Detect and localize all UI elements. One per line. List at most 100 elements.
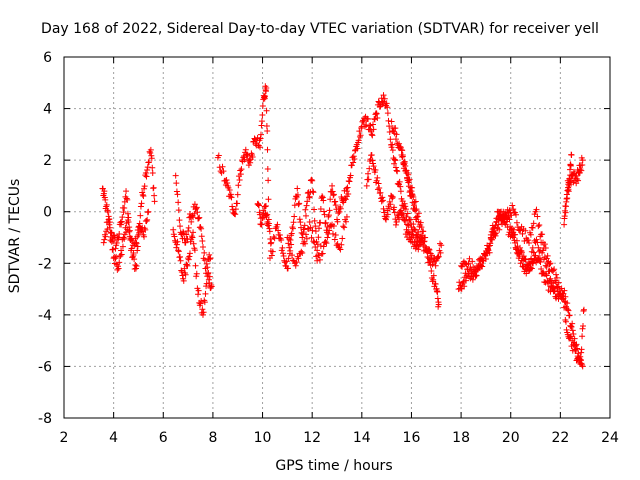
data-point <box>286 235 293 242</box>
data-point <box>392 125 399 132</box>
data-point <box>428 268 435 275</box>
data-point <box>231 210 238 217</box>
data-point <box>543 272 550 279</box>
data-point <box>403 167 410 174</box>
data-point <box>401 216 408 223</box>
data-point <box>337 246 344 253</box>
data-point <box>513 219 520 226</box>
data-point <box>144 209 151 216</box>
data-point <box>339 235 346 242</box>
data-point <box>262 93 269 100</box>
data-point <box>133 240 140 247</box>
data-point <box>358 125 365 132</box>
data-point <box>215 152 222 159</box>
data-point <box>199 311 206 318</box>
data-point <box>373 110 380 117</box>
data-point <box>384 110 391 117</box>
data-point <box>191 247 198 254</box>
data-point <box>417 237 424 244</box>
data-point <box>259 111 266 118</box>
data-point <box>132 239 139 246</box>
data-point <box>306 194 313 201</box>
data-point <box>304 225 311 232</box>
data-point <box>516 227 523 234</box>
data-point <box>518 247 525 254</box>
data-point <box>280 250 287 257</box>
data-point <box>199 238 206 245</box>
data-point <box>182 239 189 246</box>
data-point <box>102 233 109 240</box>
data-point <box>412 206 419 213</box>
data-point <box>561 287 568 294</box>
data-point <box>432 280 439 287</box>
data-point <box>316 252 323 259</box>
data-point <box>332 202 339 209</box>
data-point <box>412 198 419 205</box>
data-point <box>298 229 305 236</box>
data-point <box>116 231 123 238</box>
data-point <box>308 176 315 183</box>
data-point <box>407 216 414 223</box>
data-point <box>185 228 192 235</box>
data-point <box>537 258 544 265</box>
data-point <box>420 228 427 235</box>
data-point <box>396 178 403 185</box>
data-point <box>325 212 332 219</box>
data-point <box>579 333 586 340</box>
data-point <box>413 216 420 223</box>
data-point <box>137 203 144 210</box>
data-point <box>496 226 503 233</box>
data-point <box>375 180 382 187</box>
data-point <box>346 178 353 185</box>
data-point <box>567 162 574 169</box>
data-point <box>105 209 112 216</box>
data-point <box>203 283 210 290</box>
data-point <box>188 233 195 240</box>
data-point <box>369 121 376 128</box>
data-point <box>379 194 386 201</box>
data-point <box>237 167 244 174</box>
x-tick-label: 10 <box>254 430 272 446</box>
data-point <box>294 185 301 192</box>
data-point <box>568 151 575 158</box>
data-point <box>386 128 393 135</box>
data-point <box>510 206 517 213</box>
data-point <box>139 191 146 198</box>
data-point <box>385 117 392 124</box>
data-point <box>571 342 578 349</box>
data-point <box>565 188 572 195</box>
data-point <box>287 237 294 244</box>
x-tick-label: 14 <box>353 430 371 446</box>
data-point <box>198 298 205 305</box>
data-point <box>276 232 283 239</box>
data-point <box>384 104 391 111</box>
data-point <box>264 128 271 135</box>
data-point <box>553 283 560 290</box>
data-point <box>577 356 584 363</box>
data-point <box>512 239 519 246</box>
data-point <box>569 320 576 327</box>
y-tick-label: 0 <box>43 205 52 221</box>
data-point <box>392 136 399 143</box>
data-point <box>265 196 272 203</box>
data-point <box>553 274 560 281</box>
data-point <box>229 203 236 210</box>
data-point <box>219 163 226 170</box>
data-point <box>544 259 551 266</box>
y-tick-label: -8 <box>38 411 52 427</box>
data-point <box>265 177 272 184</box>
data-point <box>193 205 200 212</box>
y-tick-label: 4 <box>43 102 52 118</box>
data-point <box>289 225 296 232</box>
data-point <box>234 191 241 198</box>
data-point <box>526 239 533 246</box>
data-point <box>178 268 185 275</box>
data-point <box>562 293 569 300</box>
y-tick-label: -6 <box>38 359 52 375</box>
data-point <box>151 198 158 205</box>
data-point <box>401 158 408 165</box>
data-point <box>538 239 545 246</box>
data-point <box>232 206 239 213</box>
data-point <box>330 192 337 199</box>
